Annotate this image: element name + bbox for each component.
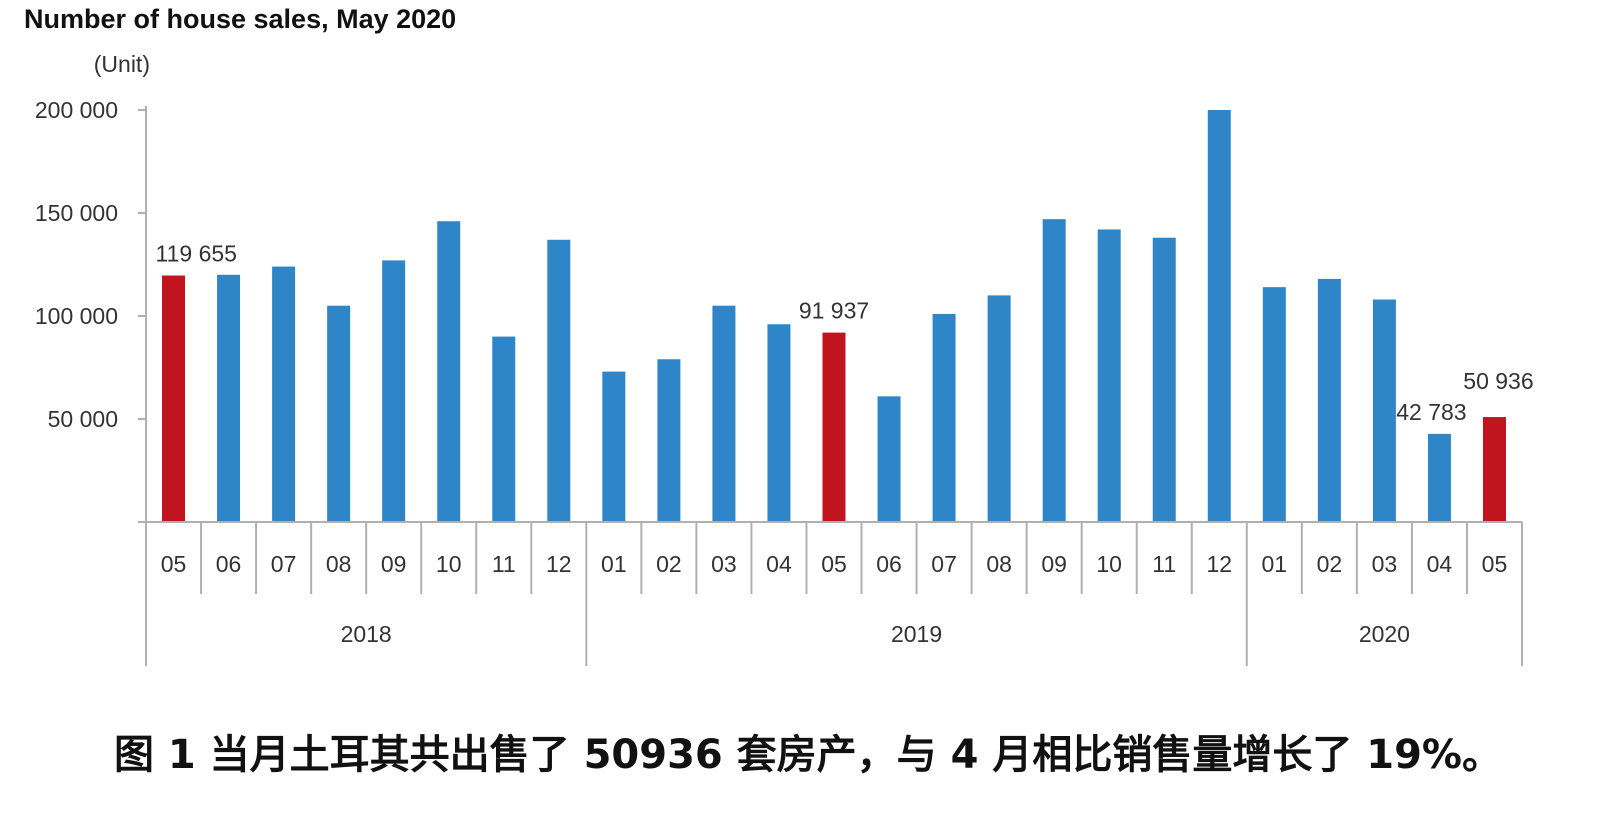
- x-tick-label: 02: [1317, 551, 1343, 577]
- bar: [877, 396, 901, 522]
- y-tick-label: 100 000: [35, 303, 118, 329]
- year-label: 2019: [891, 621, 942, 647]
- data-label: 42 783: [1396, 399, 1466, 425]
- bar: [822, 332, 846, 522]
- bar: [602, 371, 626, 522]
- bar: [1427, 433, 1451, 522]
- data-labels: 119 655 91 937 42 783 50 936: [156, 241, 1534, 425]
- year-label: 2018: [341, 621, 392, 647]
- bar: [547, 239, 571, 522]
- x-tick-label: 06: [876, 551, 902, 577]
- figure-caption: 图 1 当月土耳其共出售了 50936 套房产，与 4 月相比销售量增长了 19…: [113, 732, 1503, 778]
- x-tick-label: 12: [546, 551, 572, 577]
- bar: [1482, 417, 1506, 522]
- bar: [217, 274, 241, 522]
- bar: [437, 221, 461, 523]
- bar: [1317, 278, 1341, 522]
- x-axis: 05 06 07 08 09 10 11 12 01 02 03 04 05 06 07 08 09 10 11 12…: [138, 521, 1523, 666]
- x-tick-label: 03: [711, 551, 737, 577]
- x-tick-label: 04: [1427, 551, 1453, 577]
- bar: [382, 260, 406, 522]
- y-tick-label: 150 000: [35, 200, 118, 226]
- x-tick-label: 08: [326, 551, 352, 577]
- data-label: 91 937: [799, 298, 869, 324]
- bar: [657, 359, 681, 522]
- bar: [272, 266, 296, 522]
- bar: [327, 305, 351, 522]
- x-tick-label: 12: [1206, 551, 1232, 577]
- x-tick-label: 01: [1262, 551, 1288, 577]
- x-tick-label: 05: [1482, 551, 1508, 577]
- bar: [492, 336, 516, 522]
- x-tick-label: 01: [601, 551, 627, 577]
- x-tick-label: 07: [931, 551, 957, 577]
- bar: [767, 324, 791, 522]
- y-axis: 50 000 100 000 150 000 200 000: [35, 97, 147, 522]
- year-label: 2020: [1359, 621, 1410, 647]
- data-label: 119 655: [156, 241, 237, 267]
- bar: [1042, 219, 1066, 522]
- bar-chart: (Unit) 50 000 100 000 150 000 200 000 119 6…: [35, 51, 1534, 666]
- bar: [1262, 287, 1286, 522]
- x-tick-label: 04: [766, 551, 792, 577]
- x-tick-label: 09: [1041, 551, 1067, 577]
- y-tick-label: 50 000: [48, 406, 118, 432]
- bar: [1152, 237, 1176, 522]
- bar: [712, 305, 736, 522]
- x-tick-label: 10: [436, 551, 462, 577]
- x-tick-label: 07: [271, 551, 297, 577]
- bar: [987, 295, 1011, 522]
- bar: [162, 275, 186, 522]
- data-label: 50 936: [1463, 368, 1533, 394]
- x-tick-label: 03: [1372, 551, 1398, 577]
- bars: [162, 110, 1506, 523]
- x-tick-label: 08: [986, 551, 1012, 577]
- x-tick-label: 09: [381, 551, 407, 577]
- x-tick-label: 05: [161, 551, 187, 577]
- bar: [1372, 299, 1396, 522]
- x-tick-label: 05: [821, 551, 847, 577]
- y-tick-label: 200 000: [35, 97, 118, 123]
- x-tick-label: 11: [1152, 551, 1176, 577]
- x-tick-label: 11: [492, 551, 516, 577]
- chart-title: Number of house sales, May 2020: [24, 4, 457, 34]
- x-tick-label: 10: [1096, 551, 1122, 577]
- bar: [932, 313, 956, 522]
- x-tick-label: 02: [656, 551, 682, 577]
- bar: [1207, 110, 1231, 522]
- x-tick-label: 06: [216, 551, 242, 577]
- unit-label: (Unit): [94, 51, 150, 77]
- bar: [1097, 229, 1121, 523]
